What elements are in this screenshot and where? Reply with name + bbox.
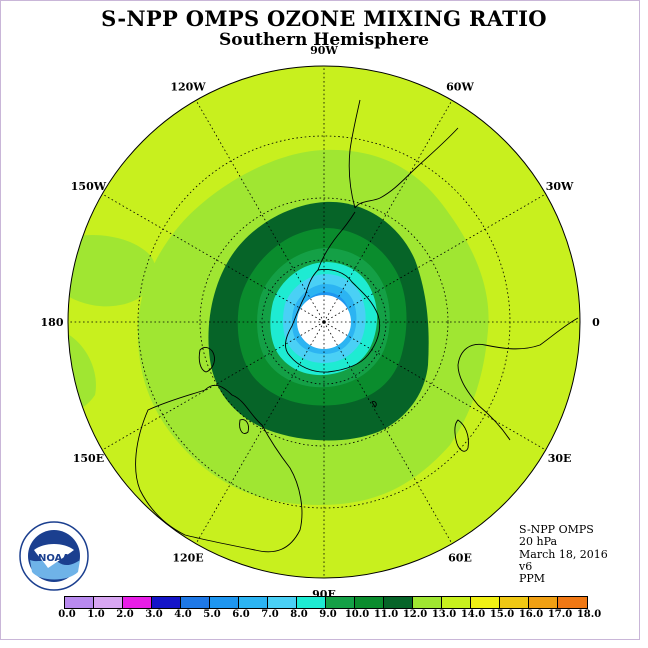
info-instrument: S-NPP OMPS (519, 523, 594, 536)
colorbar-tick-label: 15.0 (489, 609, 515, 620)
colorbar-swatch (355, 597, 384, 608)
colorbar-tick-label: 9.0 (319, 609, 337, 620)
lon-label-120e: 120E (172, 552, 203, 565)
field-ppm-11-12-west (68, 235, 156, 307)
noaa-logo-text: NOAA (38, 553, 70, 564)
colorbar-tick-label: 5.0 (203, 609, 221, 620)
info-units: PPM (519, 572, 546, 586)
lon-label-60w: 60W (446, 80, 474, 93)
figure-frame (0, 0, 640, 640)
colorbar-swatch (268, 597, 297, 608)
meridian-60w (323, 100, 453, 323)
coast-australia (135, 384, 303, 553)
meridian-60e (323, 321, 453, 544)
colorbar-swatch (94, 597, 123, 608)
coast-south-america (348, 99, 459, 209)
coast-south-georgia (371, 401, 377, 408)
colorbar-tick-label: 3.0 (145, 609, 163, 620)
colorbar-tick-label: 6.0 (232, 609, 250, 620)
colorbar (64, 596, 588, 609)
south-pole-marker (322, 320, 326, 324)
colorbar-swatch (558, 597, 587, 608)
coast-africa (457, 317, 579, 441)
meridian-150e (102, 321, 325, 451)
coast-tasmania (239, 419, 249, 434)
colorbar-swatch (326, 597, 355, 608)
colorbar-swatch (123, 597, 152, 608)
lon-label-0: 0 (592, 316, 600, 329)
colorbar-tick-label: 16.0 (518, 609, 544, 620)
graticule (68, 66, 580, 578)
colorbar-swatch (65, 597, 94, 608)
coast-antarctica (285, 269, 381, 373)
lon-label-180: 180 (41, 316, 64, 329)
colorbar-swatch (413, 597, 442, 608)
colorbar-swatch (529, 597, 558, 608)
latitude-circle-70s (261, 259, 387, 385)
meridian-150w (102, 193, 325, 323)
coast-new-zealand (198, 347, 215, 373)
colorbar-tick-label: 8.0 (290, 609, 308, 620)
colorbar-tick-label: 0.0 (58, 609, 76, 620)
lon-label-30w: 30W (546, 180, 574, 193)
lon-label-150w: 150W (71, 180, 107, 193)
colorbar-tick-label: 13.0 (431, 609, 457, 620)
colorbar-swatch (384, 597, 413, 608)
meridian-30w (323, 193, 546, 323)
info-block: S-NPP OMPS 20 hPa March 18, 2016 v6 PPM (519, 523, 608, 586)
colorbar-swatch (442, 597, 471, 608)
colorbar-swatch (181, 597, 210, 608)
meridian-30e (323, 321, 546, 451)
lon-label-150e: 150E (73, 452, 104, 465)
colorbar-tick-label: 12.0 (402, 609, 428, 620)
colorbar-tick-label: 18.0 (576, 609, 602, 620)
map-boundary (67, 65, 581, 579)
colorbar-tick-label: 10.0 (344, 609, 370, 620)
info-level: 20 hPa (519, 535, 558, 549)
lon-label-60e: 60E (448, 552, 472, 565)
colorbar-tick-label: 2.0 (116, 609, 134, 620)
map-title: S-NPP OMPS OZONE MIXING RATIO (101, 6, 547, 31)
map-subtitle: Southern Hemisphere (219, 30, 429, 50)
colorbar-swatch (152, 597, 181, 608)
info-date: March 18, 2016 (519, 547, 608, 561)
lon-label-120w: 120W (170, 80, 206, 93)
colorbar-swatch (239, 597, 268, 608)
ozone-field (68, 66, 580, 578)
lon-label-90w: 90W (310, 44, 338, 57)
info-version: v6 (519, 559, 533, 573)
colorbar-swatch (210, 597, 239, 608)
noaa-logo: NOAA (19, 521, 89, 591)
colorbar-tick-label: 14.0 (460, 609, 486, 620)
colorbar-tick-label: 1.0 (87, 609, 105, 620)
colorbar-swatch (297, 597, 326, 608)
colorbar-swatch (471, 597, 500, 608)
meridians (68, 66, 580, 578)
meridian-120w (195, 100, 325, 323)
colorbar-tick-label: 11.0 (373, 609, 399, 620)
colorbar-tick-label: 17.0 (547, 609, 573, 620)
latitude-circle-50s (199, 197, 449, 447)
lon-label-30e: 30E (548, 452, 572, 465)
coastlines (135, 99, 579, 553)
colorbar-tick-label: 7.0 (261, 609, 279, 620)
meridian-120e (195, 321, 325, 544)
colorbar-tick-label: 4.0 (174, 609, 192, 620)
colorbar-swatch (500, 597, 529, 608)
coast-antarctic-peninsula (317, 211, 356, 271)
coast-madagascar (454, 419, 469, 452)
